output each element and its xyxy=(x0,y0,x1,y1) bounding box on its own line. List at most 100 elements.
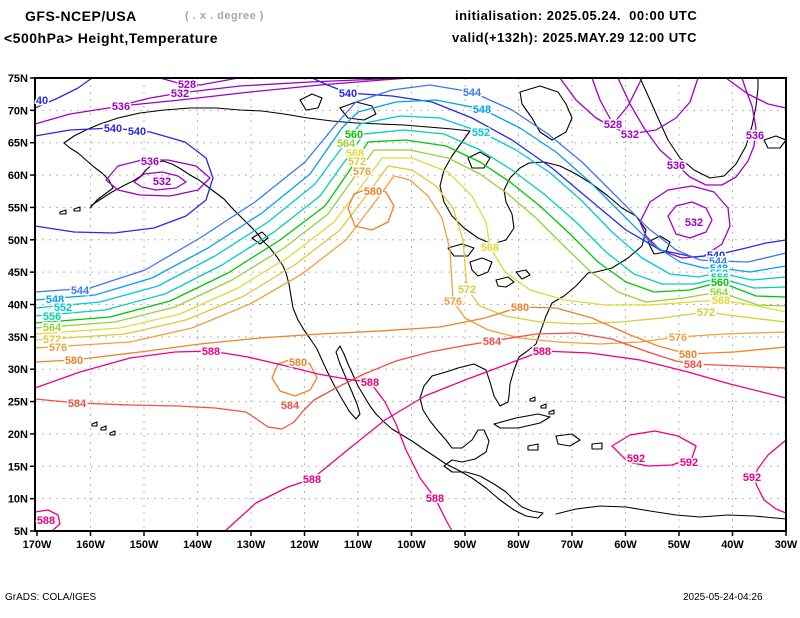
contour-label-588: 588 xyxy=(533,346,551,358)
coastline xyxy=(91,421,98,427)
contour-label-592: 592 xyxy=(680,457,698,469)
contour-label-572: 572 xyxy=(43,334,61,346)
contour-label-576: 576 xyxy=(353,166,371,178)
contour-label-536: 536 xyxy=(112,101,130,113)
contour-label-580: 580 xyxy=(289,357,307,369)
contour-536 xyxy=(105,159,211,197)
contour-588 xyxy=(34,350,453,532)
contour-label-580: 580 xyxy=(511,302,529,314)
lon-tick-label: 80W xyxy=(507,539,530,551)
contour-588 xyxy=(224,350,787,532)
contour-528 xyxy=(159,77,239,86)
contour-label-576: 576 xyxy=(669,332,687,344)
contour-584 xyxy=(34,332,787,430)
contour-592 xyxy=(611,430,697,467)
coastline xyxy=(639,77,759,179)
lat-tick-label: 15N xyxy=(8,461,28,473)
contour-540 xyxy=(34,127,214,234)
lat-tick-label: 30N xyxy=(8,364,28,376)
coastline xyxy=(647,235,671,255)
contour-572 xyxy=(34,165,787,341)
lat-tick-label: 10N xyxy=(8,494,28,506)
lat-tick-label: 45N xyxy=(8,267,28,279)
coastline xyxy=(109,430,116,436)
contour-label-548: 548 xyxy=(46,294,64,306)
contour-label-580: 580 xyxy=(65,355,83,367)
lat-tick-label: 60N xyxy=(8,170,28,182)
contour-532 xyxy=(133,171,187,191)
contour-label-532: 532 xyxy=(171,88,189,100)
contour-label-528: 528 xyxy=(604,119,622,131)
contour-label-588: 588 xyxy=(37,515,55,527)
contour-label-592: 592 xyxy=(627,453,645,465)
coastline xyxy=(100,425,107,431)
contour-label-552: 552 xyxy=(54,302,72,314)
contour-548 xyxy=(34,99,787,301)
contour-label-580: 580 xyxy=(364,186,382,198)
coastline xyxy=(527,443,539,451)
coastline xyxy=(529,396,536,402)
lat-tick-label: 75N xyxy=(8,73,28,85)
contour-label-584: 584 xyxy=(281,400,300,412)
contour-label-564: 564 xyxy=(337,138,356,150)
contour-580 xyxy=(271,357,318,397)
lon-tick-label: 40W xyxy=(721,539,744,551)
lon-tick-label: 110W xyxy=(344,539,373,551)
contour-label-532: 532 xyxy=(153,176,171,188)
contour-536 xyxy=(34,77,411,125)
lon-tick-label: 100W xyxy=(397,539,426,551)
contour-label-536: 536 xyxy=(141,156,159,168)
contour-label-544: 544 xyxy=(71,285,90,297)
contour-label-572: 572 xyxy=(348,156,366,168)
contour-532 xyxy=(667,201,713,239)
contour-label-552: 552 xyxy=(710,268,728,280)
contour-580 xyxy=(347,187,395,231)
contour-592 xyxy=(755,439,787,514)
contour-540 xyxy=(311,77,787,258)
coastline xyxy=(495,276,515,288)
plot-timestamp: 2025-05-24-04:26 xyxy=(683,592,763,603)
lon-tick-label: 160W xyxy=(76,539,105,551)
contour-label-572: 572 xyxy=(697,307,715,319)
contour-560 xyxy=(34,139,787,324)
contour-588 xyxy=(34,509,61,532)
contour-label-548: 548 xyxy=(473,104,491,116)
contour-label-568: 568 xyxy=(712,295,730,307)
coastline xyxy=(493,413,551,429)
coastline xyxy=(467,151,491,169)
contour-label-544: 544 xyxy=(709,256,728,268)
initialisation-time: initialisation: 2025.05.24. 00:00 UTC xyxy=(455,8,698,23)
contour-label-588: 588 xyxy=(202,346,220,358)
model-title: GFS-NCEP/USA xyxy=(25,8,137,24)
contour-label-556: 556 xyxy=(711,272,729,284)
coastline xyxy=(339,101,377,121)
field-title: <500hPa> Height,Temperature xyxy=(4,30,218,46)
contour-label-572: 572 xyxy=(458,284,476,296)
contour-532 xyxy=(559,77,699,135)
contour-label-588: 588 xyxy=(426,493,444,505)
contour-label-540: 540 xyxy=(128,126,146,138)
lon-tick-label: 30W xyxy=(775,539,798,551)
contour-label-588: 588 xyxy=(303,474,321,486)
contour-label-576: 576 xyxy=(444,296,462,308)
lon-tick-label: 50W xyxy=(668,539,691,551)
lat-tick-label: 20N xyxy=(8,429,28,441)
contour-label-576: 576 xyxy=(49,342,67,354)
contour-label-564: 564 xyxy=(43,322,62,334)
contour-label-560: 560 xyxy=(345,129,363,141)
contour-label-540: 540 xyxy=(104,123,122,135)
contour-label-540: 540 xyxy=(339,88,357,100)
coastline xyxy=(555,433,581,447)
contour-label-536: 536 xyxy=(746,130,764,142)
contour-576 xyxy=(34,175,787,349)
contour-label-40: 40 xyxy=(36,95,48,107)
valid-time: valid(+132h): 2025.MAY.29 12:00 UTC xyxy=(452,30,697,45)
lon-tick-label: 140W xyxy=(183,539,212,551)
coastline xyxy=(763,135,787,149)
grads-credit: GrADS: COLA/IGES xyxy=(5,592,97,603)
contour-540 xyxy=(34,77,93,109)
contour-568 xyxy=(34,157,787,335)
coastline xyxy=(591,442,603,450)
